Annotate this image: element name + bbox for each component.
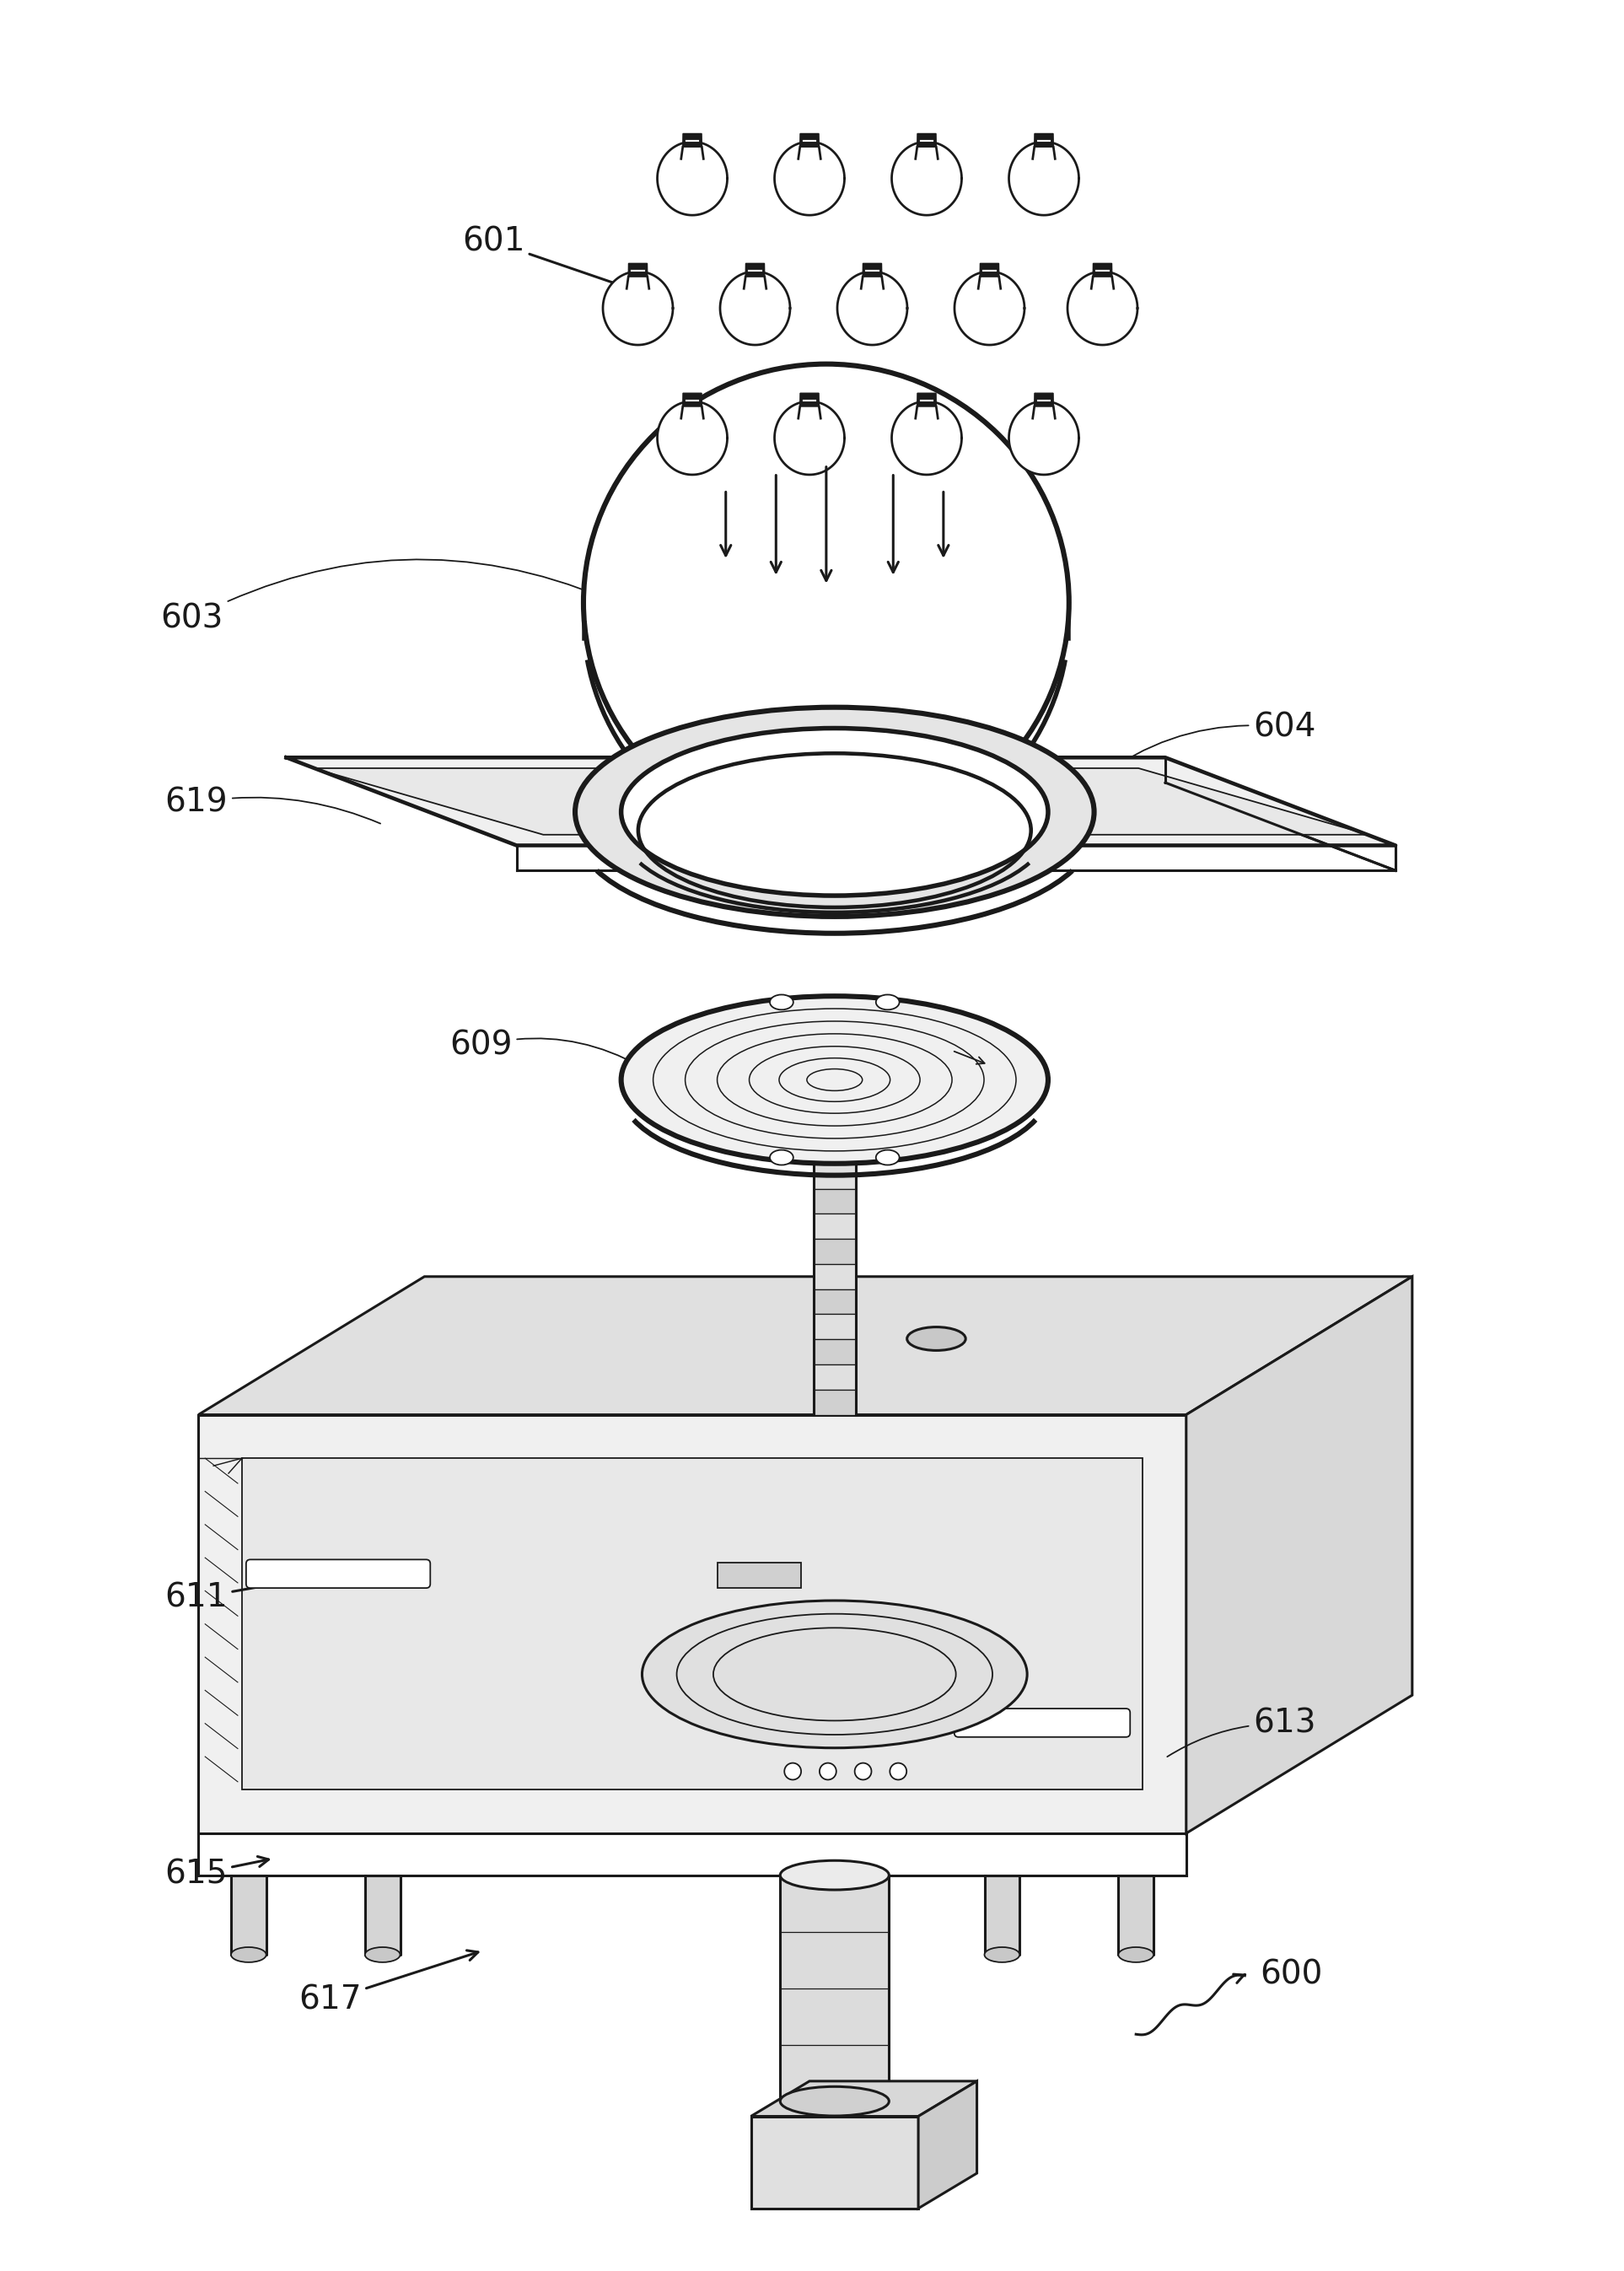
Ellipse shape [875,995,900,1011]
Polygon shape [1009,402,1078,475]
Polygon shape [918,393,935,407]
Text: 601: 601 [463,225,663,302]
Polygon shape [231,1876,266,1955]
Polygon shape [801,134,818,148]
Polygon shape [918,2080,978,2207]
Text: 611: 611 [166,1572,326,1615]
Polygon shape [750,2080,978,2117]
Polygon shape [365,1876,400,1955]
Polygon shape [862,263,882,277]
Ellipse shape [575,706,1095,917]
Polygon shape [313,768,1369,836]
Circle shape [784,1762,801,1780]
Polygon shape [750,2117,918,2207]
Polygon shape [1093,263,1112,277]
Polygon shape [814,1290,856,1315]
Polygon shape [198,1415,1186,1833]
FancyBboxPatch shape [955,1708,1130,1737]
Text: 604: 604 [1099,711,1315,777]
Ellipse shape [641,1601,1026,1749]
Text: 617: 617 [299,1951,477,2017]
Ellipse shape [620,997,1047,1163]
Polygon shape [814,1390,856,1415]
Polygon shape [918,134,935,148]
Ellipse shape [908,1326,966,1351]
Polygon shape [1009,141,1078,216]
Text: 609: 609 [450,1029,640,1065]
Polygon shape [892,141,961,216]
Polygon shape [718,1562,801,1587]
Ellipse shape [231,1946,266,1962]
Ellipse shape [780,2087,888,2117]
Polygon shape [814,1240,856,1265]
Polygon shape [658,402,728,475]
Polygon shape [814,1163,856,1188]
Polygon shape [242,1458,1143,1790]
Polygon shape [955,273,1025,345]
Polygon shape [682,134,702,148]
Polygon shape [801,393,818,407]
Ellipse shape [620,729,1047,895]
Ellipse shape [770,1149,793,1165]
Polygon shape [1186,1276,1413,1833]
Polygon shape [814,1365,856,1390]
Polygon shape [286,759,1395,845]
Polygon shape [1067,273,1137,345]
Polygon shape [892,402,961,475]
Polygon shape [814,1213,856,1240]
Polygon shape [775,141,844,216]
Ellipse shape [365,1946,400,1962]
Ellipse shape [1119,1946,1153,1962]
Ellipse shape [984,1946,1020,1962]
Polygon shape [814,1265,856,1290]
FancyBboxPatch shape [247,1560,430,1587]
Ellipse shape [875,1149,900,1165]
Ellipse shape [770,995,793,1011]
Polygon shape [603,273,672,345]
Polygon shape [979,263,999,277]
Polygon shape [814,1188,856,1213]
Polygon shape [984,1876,1020,1955]
Polygon shape [1034,134,1054,148]
Polygon shape [814,1315,856,1340]
Circle shape [854,1762,872,1780]
Polygon shape [198,1276,1413,1415]
Circle shape [820,1762,836,1780]
Polygon shape [775,402,844,475]
Polygon shape [780,1876,888,2101]
Text: 619: 619 [166,786,380,824]
Text: 600: 600 [1260,1958,1322,1992]
Polygon shape [719,273,789,345]
Text: 615: 615 [166,1855,268,1889]
Circle shape [890,1762,906,1780]
Polygon shape [838,273,908,345]
Polygon shape [745,263,765,277]
Polygon shape [814,1340,856,1365]
Text: 613: 613 [1168,1708,1315,1758]
Text: 603: 603 [161,559,632,634]
Polygon shape [682,393,702,407]
Ellipse shape [583,363,1069,840]
Polygon shape [628,263,648,277]
Ellipse shape [780,1860,888,1889]
Polygon shape [658,141,728,216]
Polygon shape [1034,393,1054,407]
Polygon shape [1119,1876,1153,1955]
